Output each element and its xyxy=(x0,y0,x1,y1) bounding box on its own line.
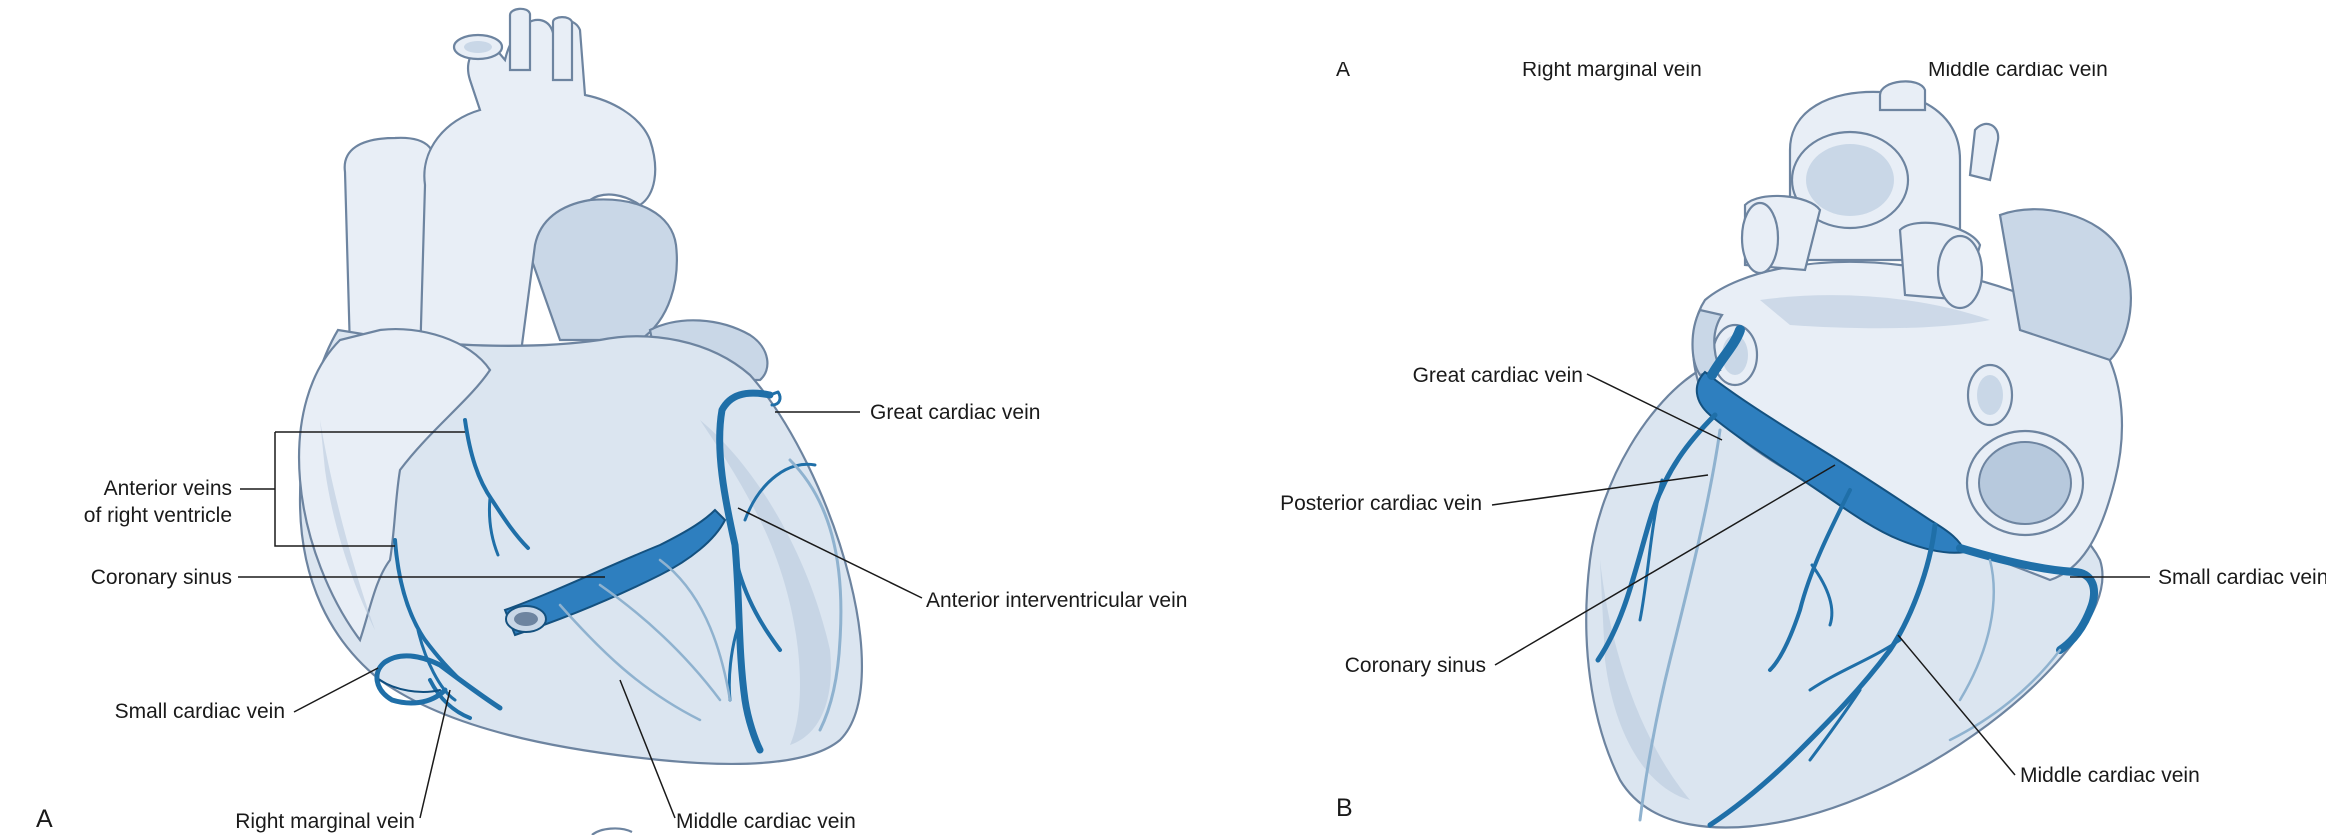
heart-posterior-illustration xyxy=(1585,80,2132,829)
label-great-cardiac-vein-a: Great cardiac vein xyxy=(870,401,1040,424)
panel-a: Anterior veins of right ventricle Corona… xyxy=(36,7,1187,833)
label-great-cardiac-vein-b: Great cardiac vein xyxy=(1413,364,1583,387)
label-small-cardiac-vein-b: Small cardiac vein xyxy=(2158,566,2326,589)
panel-letter-a: A xyxy=(36,805,53,833)
label-middle-cardiac-vein-b: Middle cardiac vein xyxy=(2020,764,2200,787)
panel-a-leader-lines xyxy=(238,411,923,819)
cropped-top-label-2: Right marginal vein xyxy=(1522,58,1702,81)
label-small-cardiac-vein-a: Small cardiac vein xyxy=(115,700,285,723)
label-right-marginal-vein-a: Right marginal vein xyxy=(235,810,415,833)
label-posterior-cardiac-vein-b: Posterior cardiac vein xyxy=(1280,492,1482,515)
panel-letter-b: B xyxy=(1336,794,1353,822)
label-coronary-sinus-a: Coronary sinus xyxy=(91,566,232,589)
cropped-lower-heart-outline xyxy=(591,827,633,836)
cropped-top-label-3: Middle cardiac vein xyxy=(1928,58,2108,81)
label-anterior-veins-line1: Anterior veins xyxy=(104,477,232,500)
label-middle-cardiac-vein-a: Middle cardiac vein xyxy=(676,810,856,833)
cropped-top-label-1: A xyxy=(1336,58,1350,81)
panel-b: A Right marginal vein Middle cardiac vei… xyxy=(1280,0,2326,829)
heart-anterior-illustration xyxy=(297,7,863,766)
panel-b-leader-lines xyxy=(1491,373,2150,776)
label-coronary-sinus-b: Coronary sinus xyxy=(1345,654,1486,677)
label-anterior-veins-line2: of right ventricle xyxy=(84,504,232,527)
label-anterior-interventricular-vein-a: Anterior interventricular vein xyxy=(926,589,1187,612)
